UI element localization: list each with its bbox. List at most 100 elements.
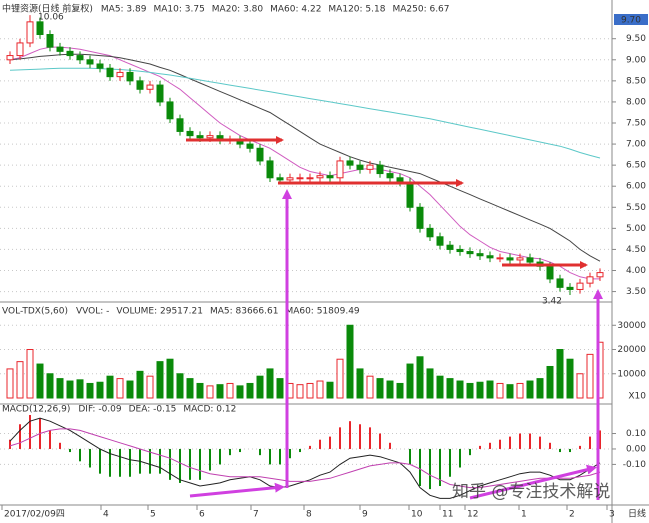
panel-title: 中锂资源(日线 前复权) [2, 3, 93, 15]
candle-body [116, 71, 124, 78]
y-tick-label: 9.50 [626, 34, 646, 44]
macd-line [9, 428, 601, 489]
volume-bar [556, 349, 564, 399]
volume-bar [446, 378, 454, 399]
volume-bar [276, 378, 284, 399]
volume-bar [96, 381, 104, 399]
annotation-arrow [189, 482, 285, 498]
candle-body [416, 206, 424, 229]
volume-bar [426, 368, 434, 399]
candle-body [596, 272, 604, 278]
candle-body [106, 67, 114, 78]
legend-entry: MA5: 83666.61 [210, 307, 278, 317]
volume-unit: X10 [628, 392, 646, 402]
volume-bar [16, 361, 24, 399]
y-tick-label: 0.10 [626, 429, 646, 439]
volume-bar [226, 382, 234, 399]
low-label: 3.42 [542, 296, 562, 306]
candle-body [76, 55, 84, 61]
legend-entry: MA20: 3.80 [212, 5, 264, 15]
candle-body [326, 175, 334, 179]
candle-body [556, 278, 564, 288]
volume-bar [486, 380, 494, 399]
watermark: 知乎 @专注技术解说 [452, 482, 610, 502]
candle-body [156, 84, 164, 103]
volume-bar [566, 358, 574, 399]
volume-bar [156, 361, 164, 399]
candle-body [186, 130, 194, 137]
y-tick-label: 20000 [617, 345, 646, 355]
candle-body [56, 46, 64, 52]
candle-body [36, 21, 44, 36]
candle-body [376, 164, 384, 175]
x-tick-label: 11 [442, 510, 453, 520]
volume-bar [356, 368, 364, 399]
candle-body [566, 286, 574, 290]
volume-bar [76, 379, 84, 399]
y-tick-label: 0.00 [626, 444, 646, 454]
y-tick-label: 6.50 [626, 161, 646, 171]
volume-bar [536, 378, 544, 399]
candle-body [206, 135, 214, 139]
x-tick-label: 10 [411, 510, 423, 520]
period-label: 日线 [628, 508, 646, 520]
candle-body [296, 177, 304, 180]
volume-bar [296, 384, 304, 399]
volume-bar [126, 380, 134, 399]
high-label: 10.06 [38, 13, 64, 23]
candle-body [356, 164, 364, 170]
volume-bar [216, 384, 224, 399]
volume-bar [476, 381, 484, 399]
candle-body [486, 255, 494, 259]
candle-body [456, 248, 464, 253]
volume-bar [396, 382, 404, 399]
volume-bar [66, 380, 74, 399]
candle-body [26, 21, 34, 44]
volume-bar [186, 378, 194, 399]
candle-body [256, 147, 264, 162]
volume-bar [576, 373, 584, 399]
legend-entry: MA10: 3.75 [153, 5, 204, 15]
legend-entry: MA250: 6.67 [392, 5, 449, 15]
candle-body [466, 251, 474, 255]
candle-body [586, 276, 594, 284]
legend-entry: MA60: 51809.49 [285, 307, 359, 317]
y-tick-label: 7.50 [626, 119, 646, 129]
volume-bar [526, 380, 534, 399]
x-tick-label: 4 [103, 510, 109, 520]
y-tick-label: 8.00 [626, 97, 646, 107]
panel-title: VOL-TDX(5,60) [2, 307, 68, 317]
volume-bar [106, 375, 114, 399]
ma-line [9, 46, 600, 280]
candle-body [446, 244, 454, 250]
candle-body [436, 236, 444, 246]
y-tick-label: 4.50 [626, 245, 646, 255]
y-tick-label: -0.10 [623, 460, 647, 470]
y-tick-label: 10000 [617, 369, 646, 379]
volume-bar [6, 368, 14, 399]
legend-entry: DEA: -0.15 [129, 405, 177, 415]
volume-bar [326, 381, 334, 399]
candle-body [476, 253, 484, 257]
volume-bar [506, 384, 514, 399]
candle-body [516, 257, 524, 261]
volume-bar [376, 378, 384, 399]
y-tick-label: 6.00 [626, 182, 646, 192]
candle-body [126, 71, 134, 82]
volume-bar [546, 365, 554, 399]
candle-body [46, 34, 54, 48]
volume-bar [436, 375, 444, 399]
x-tick-label: 12 [467, 510, 478, 520]
candle-body [266, 160, 274, 179]
volume-bar [176, 373, 184, 399]
volume-bar [246, 382, 254, 399]
volume-bar [306, 382, 314, 399]
candle-body [96, 63, 104, 69]
candle-body [276, 177, 284, 181]
volume-bar [196, 382, 204, 399]
volume-bar [386, 380, 394, 399]
volume-bar [146, 375, 154, 399]
